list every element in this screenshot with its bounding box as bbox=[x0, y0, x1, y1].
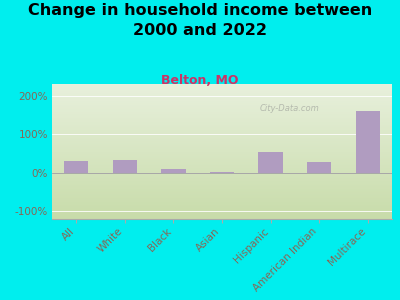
Text: Change in household income between
2000 and 2022: Change in household income between 2000 … bbox=[28, 3, 372, 38]
Bar bbox=[161, 169, 186, 173]
Bar bbox=[258, 152, 283, 173]
Bar bbox=[210, 172, 234, 173]
Bar bbox=[113, 160, 137, 173]
Bar bbox=[64, 161, 88, 173]
Text: Belton, MO: Belton, MO bbox=[161, 74, 239, 86]
Text: City-Data.com: City-Data.com bbox=[260, 104, 320, 113]
Bar bbox=[356, 111, 380, 173]
Bar bbox=[307, 162, 331, 173]
